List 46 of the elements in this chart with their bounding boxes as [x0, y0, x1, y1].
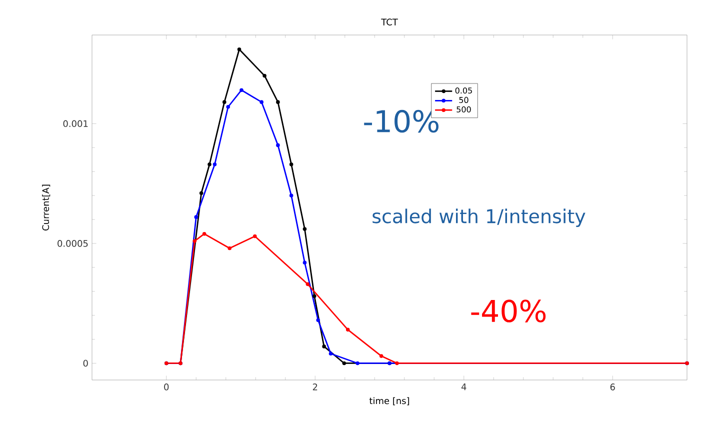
point [202, 232, 206, 236]
point [289, 194, 294, 198]
y-tick-label: 0 [83, 360, 88, 367]
point [260, 100, 264, 104]
legend-label: 500 [456, 106, 471, 112]
point [302, 260, 307, 265]
point [356, 361, 360, 366]
annotation: scaled with 1/intensity [372, 208, 586, 228]
y-tick-label: 0.0005 [58, 240, 88, 247]
legend-label: 50 [459, 96, 468, 103]
point [192, 239, 197, 243]
y-tick-label: 0.001 [63, 120, 88, 128]
point [222, 100, 226, 104]
point [208, 162, 212, 166]
x-tick-label: 6 [610, 384, 615, 390]
y-axis-title: Current[A] [42, 184, 50, 230]
point [328, 352, 333, 356]
point [237, 47, 242, 52]
x-tick-label: 4 [461, 384, 466, 390]
point [346, 328, 350, 332]
point [302, 227, 307, 231]
x-tick-label: 2 [312, 384, 318, 390]
point [226, 104, 230, 109]
point [212, 162, 217, 166]
point [276, 100, 280, 104]
point [379, 354, 384, 358]
point [228, 246, 232, 250]
point [262, 74, 266, 78]
x-axis-title: time [ns] [369, 397, 410, 406]
point [289, 162, 294, 166]
point [276, 143, 280, 148]
point [342, 361, 346, 366]
point [395, 361, 399, 366]
chart-title: TCT [381, 18, 398, 26]
point [322, 344, 326, 348]
point [312, 294, 316, 298]
point [306, 282, 310, 286]
point [252, 234, 257, 238]
point [240, 88, 244, 92]
x-tick-label: 0 [164, 384, 169, 390]
annotation: -40% [471, 300, 546, 322]
point [316, 318, 320, 322]
point [199, 191, 204, 196]
annotation: -10% [364, 110, 438, 133]
point [194, 215, 198, 219]
legend-label: 0.05 [455, 87, 472, 94]
